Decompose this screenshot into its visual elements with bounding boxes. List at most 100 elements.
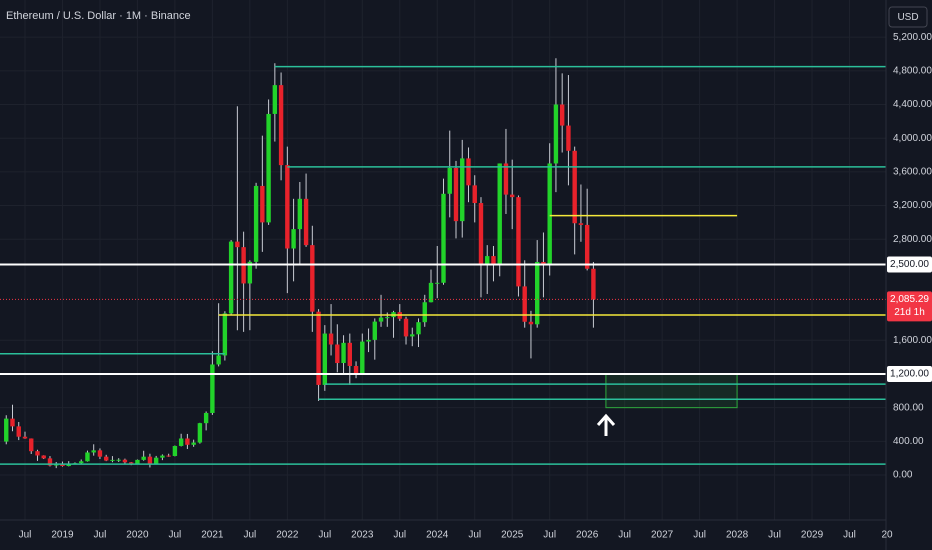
x-tick-label: Jul [768,530,781,541]
candle-body [79,461,84,464]
candle-body [128,462,134,465]
candle-body [559,104,565,126]
candle-body [341,342,346,364]
y-tick-label: 4,000.00 [893,133,932,144]
candle-body [422,302,427,323]
candle-body [272,85,278,114]
candle-body [472,185,477,204]
candle-body [222,313,228,356]
candle-body [410,334,415,337]
candle-body [135,459,140,465]
x-tick-label: Jul [169,530,182,541]
candle-body [60,463,65,467]
x-tick-label: 2029 [801,530,824,541]
last-price-label: 2,085.29 [890,294,929,305]
candle-body [178,438,184,446]
candle-body [460,158,465,222]
x-tick-label: 2024 [426,530,449,541]
x-tick-label: 2028 [726,530,749,541]
x-tick-label: 2022 [276,530,299,541]
level-label-box [887,365,932,382]
chart-title: Ethereum / U.S. Dollar · 1M · Binance [6,10,191,22]
candle-body [534,261,540,325]
candle-body [385,317,390,319]
candle-body [591,268,596,300]
y-tick-label: 3,200.00 [893,200,932,211]
candle-body [572,150,577,224]
candle-body [110,459,115,461]
y-tick-label: 4,800.00 [893,65,932,76]
x-tick-label: Jul [318,530,331,541]
candle-body [153,457,159,464]
x-tick-label: 2027 [651,530,674,541]
candle-body [166,455,171,457]
level-label-box [887,256,932,273]
candle-body [353,365,359,375]
candle-body [260,185,265,223]
x-tick-label: 2026 [576,530,599,541]
candle-body [141,456,146,460]
candle-body [416,322,421,335]
y-tick-label: 1,600.00 [893,335,932,346]
candle-body [553,104,559,164]
candle-body [16,426,21,437]
candle-body [403,318,409,337]
candle-body [485,256,490,264]
candle-body [210,364,215,413]
candle-body [235,241,240,248]
x-tick-label: 2025 [501,530,524,541]
candle-body [266,113,271,223]
candle-body [253,185,259,262]
candle-body [85,452,90,462]
candle-body [478,203,484,264]
y-tick-label: 0.00 [893,470,913,481]
candle-body [29,438,34,452]
currency-button[interactable] [888,6,928,28]
zone [605,373,738,409]
candle-body [291,229,296,249]
candle-body [335,344,340,364]
candle-body [566,125,571,151]
candle-body [147,456,153,464]
arrow-up [596,413,616,436]
x-tick-label: 2019 [51,530,74,541]
candle-body [22,436,28,439]
x-tick-label: 2020 [126,530,149,541]
candle-body [185,438,190,445]
y-tick-label: 2,800.00 [893,234,932,245]
candle-body [528,321,534,325]
candle-body [172,445,178,456]
candle-body [491,256,496,264]
countdown: 21d 1h [894,307,925,318]
candle-body [435,282,440,284]
candle-body [497,163,502,264]
candle-body [503,163,509,195]
x-tick-label: Jul [243,530,256,541]
candle-body [372,321,377,340]
candle-body [578,223,584,225]
x-tick-label: Jul [19,530,32,541]
candle-body [441,193,446,283]
x-tick-label: 20 [881,530,893,541]
plot-area [0,0,886,520]
candle-body [447,167,452,194]
currency[interactable]: USD [897,12,918,23]
candle-body [360,341,365,375]
candle-body [453,167,459,222]
y-tick-label: 800.00 [893,402,924,413]
last-price-box [887,291,932,322]
candle-body [197,423,203,443]
candle-body [216,355,221,365]
candle-body [285,165,290,249]
y-tick-label: 3,600.00 [893,167,932,178]
candle-body [35,451,40,456]
x-tick-label: Jul [843,530,856,541]
level-label: 2,500.00 [890,259,929,270]
x-tick-label: 2023 [351,530,374,541]
candle-body [247,261,253,284]
candle-body [347,342,353,366]
candle-body [303,198,309,246]
candle-body [584,224,590,269]
candle-body [466,158,471,186]
